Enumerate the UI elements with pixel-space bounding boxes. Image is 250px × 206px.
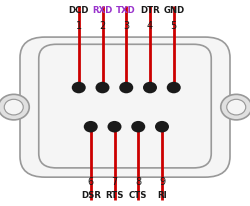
Text: 1: 1 xyxy=(76,21,82,31)
FancyBboxPatch shape xyxy=(20,37,230,177)
Text: DSR: DSR xyxy=(81,191,101,200)
Text: 2: 2 xyxy=(100,21,105,31)
FancyBboxPatch shape xyxy=(39,44,211,168)
Text: DCD: DCD xyxy=(68,6,89,15)
Circle shape xyxy=(143,82,157,93)
Circle shape xyxy=(4,99,23,115)
Circle shape xyxy=(131,121,145,132)
Text: RTS: RTS xyxy=(105,191,124,200)
Circle shape xyxy=(221,94,250,120)
Text: 8: 8 xyxy=(135,177,141,187)
Text: 6: 6 xyxy=(88,177,94,187)
Text: 3: 3 xyxy=(123,21,129,31)
Circle shape xyxy=(108,121,122,132)
Circle shape xyxy=(84,121,98,132)
Circle shape xyxy=(96,82,110,93)
Text: GND: GND xyxy=(163,6,184,15)
Text: 9: 9 xyxy=(159,177,165,187)
Text: TXD: TXD xyxy=(116,6,136,15)
Circle shape xyxy=(167,82,181,93)
Text: CTS: CTS xyxy=(129,191,148,200)
Circle shape xyxy=(119,82,133,93)
Circle shape xyxy=(0,94,29,120)
Text: 7: 7 xyxy=(112,177,118,187)
Circle shape xyxy=(155,121,169,132)
Text: RI: RI xyxy=(157,191,167,200)
Text: DTR: DTR xyxy=(140,6,160,15)
Circle shape xyxy=(227,99,246,115)
Circle shape xyxy=(72,82,86,93)
Text: 4: 4 xyxy=(147,21,153,31)
Text: 5: 5 xyxy=(170,21,177,31)
Text: RXD: RXD xyxy=(92,6,113,15)
